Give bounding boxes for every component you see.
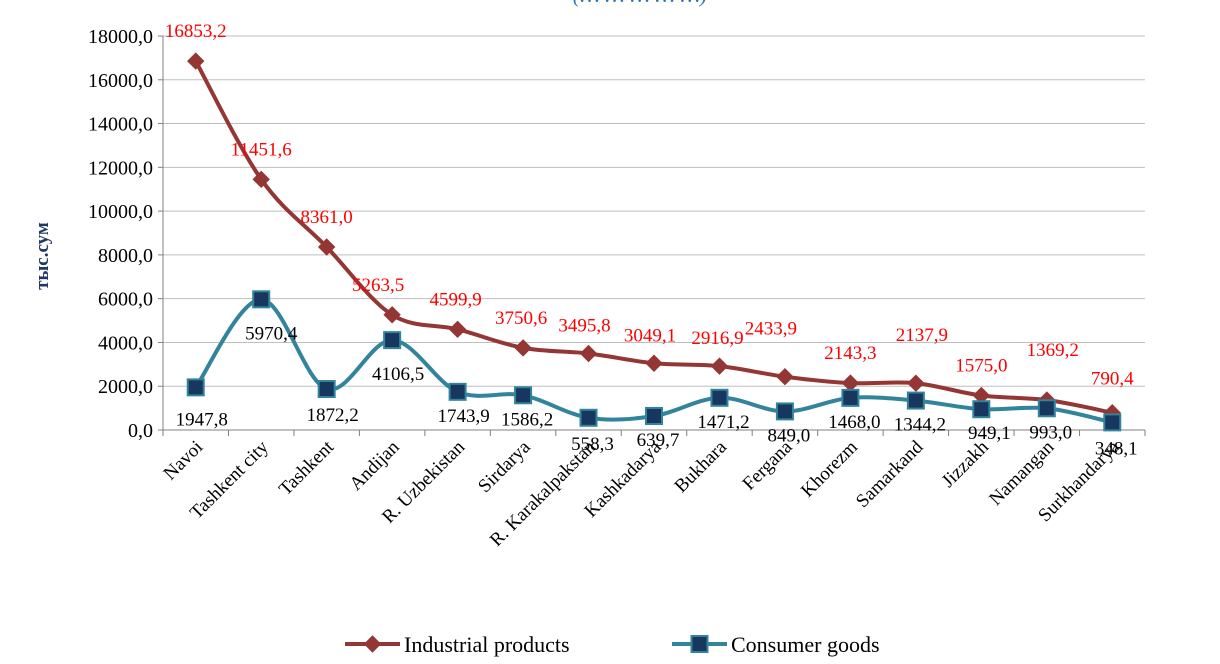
- y-tick-label: 6000,0: [98, 289, 153, 311]
- x-tick-label: Jizzakh: [938, 436, 993, 491]
- y-tick-label: 12000,0: [88, 157, 153, 179]
- data-label: 4599,9: [429, 289, 481, 310]
- data-point: [972, 400, 991, 419]
- data-point: [579, 408, 598, 427]
- data-point: [252, 290, 271, 309]
- y-tick-label: 14000,0: [88, 114, 153, 136]
- data-point: [448, 320, 467, 339]
- data-label: 8361,0: [301, 207, 353, 228]
- x-tick-label: Samarkand: [852, 436, 928, 512]
- data-point: [645, 406, 663, 425]
- y-tick-label: 10000,0: [88, 201, 153, 223]
- data-label: 2433,9: [745, 319, 797, 340]
- data-label: 3495,8: [558, 315, 610, 336]
- data-point: [841, 388, 860, 407]
- data-label: 558,3: [571, 434, 614, 455]
- data-point: [1103, 413, 1122, 432]
- y-axis-label: тыс.сум: [32, 222, 53, 290]
- data-label: 2137,9: [896, 325, 948, 346]
- y-tick-label: 8000,0: [98, 245, 153, 267]
- data-point: [252, 170, 270, 189]
- data-point: [776, 368, 794, 386]
- legend-item-industrial-products: Industrial products: [345, 632, 570, 657]
- y-tick-label: 4000,0: [98, 332, 153, 354]
- data-point: [907, 374, 925, 392]
- x-tick-label: Navoi: [160, 437, 208, 485]
- data-label: 1369,2: [1027, 340, 1079, 361]
- data-label: 16853,2: [165, 21, 227, 42]
- data-label: 1468,0: [828, 412, 880, 433]
- data-label: 1575,0: [955, 356, 1007, 377]
- data-point: [906, 391, 925, 410]
- data-point: [775, 402, 794, 421]
- legend-swatch-marker: [690, 635, 709, 653]
- data-label: 348,1: [1095, 438, 1138, 459]
- data-point: [514, 339, 532, 357]
- data-label: 1947,8: [176, 409, 228, 430]
- x-tick-label: Andijan: [346, 436, 404, 494]
- data-point: [645, 354, 663, 372]
- data-label: 1344,2: [894, 415, 946, 436]
- legend-swatch-marker: [363, 635, 382, 653]
- x-tick-label: Bukhara: [671, 436, 732, 497]
- data-point: [710, 388, 729, 407]
- data-point: [448, 382, 467, 401]
- data-label: 1872,2: [307, 405, 359, 426]
- data-label: 1471,2: [697, 412, 749, 433]
- y-tick-label: 16000,0: [88, 70, 153, 92]
- data-point: [841, 374, 860, 392]
- data-label: 993,0: [1029, 422, 1072, 443]
- data-label: 5263,5: [352, 275, 404, 296]
- data-point: [383, 331, 402, 350]
- data-point: [317, 238, 336, 256]
- data-point: [383, 306, 401, 324]
- data-label: 1743,9: [437, 406, 489, 427]
- legend-item-consumer-goods: Consumer goods: [672, 632, 880, 657]
- data-labels: 16853,2 11451,6 8361,0 5263,5 4599,9 3750,6 34…: [165, 21, 1138, 459]
- data-label: 4106,5: [372, 364, 424, 385]
- y-axis: 0,0 2000,0 4000,0 6000,0 8000,0 10000,0 12000,…: [88, 26, 164, 442]
- data-label: 849,0: [768, 425, 811, 446]
- data-label: 3049,1: [624, 325, 676, 346]
- legend: Industrial products Consumer goods: [345, 632, 880, 657]
- data-point: [187, 52, 205, 70]
- data-label: 11451,6: [231, 139, 292, 160]
- series-consumer-goods: [186, 290, 1122, 432]
- data-label: 949,1: [968, 423, 1011, 444]
- chart-title: (… … … … …): [573, 0, 707, 7]
- y-tick-label: 0,0: [128, 420, 153, 442]
- data-point: [186, 378, 205, 397]
- data-label: 5970,4: [245, 323, 298, 344]
- data-point: [317, 380, 336, 399]
- x-tick-label: Sirdarya: [474, 436, 535, 497]
- data-label: 790,4: [1091, 369, 1134, 390]
- data-point: [514, 386, 533, 405]
- legend-label: Consumer goods: [731, 632, 880, 657]
- data-point: [579, 344, 598, 363]
- data-label: 639,7: [637, 430, 680, 451]
- y-tick-label: 18000,0: [88, 26, 153, 48]
- data-label: 2143,3: [824, 343, 876, 364]
- y-tick-label: 2000,0: [98, 376, 153, 398]
- data-label: 2916,9: [691, 328, 743, 349]
- x-tick-label: Tashkent: [275, 436, 339, 500]
- series-layer: [186, 52, 1122, 432]
- data-label: 3750,6: [495, 308, 547, 329]
- data-point: [710, 357, 729, 375]
- legend-label: Industrial products: [404, 632, 570, 657]
- data-point: [1037, 399, 1056, 418]
- data-label: 1586,2: [501, 409, 553, 430]
